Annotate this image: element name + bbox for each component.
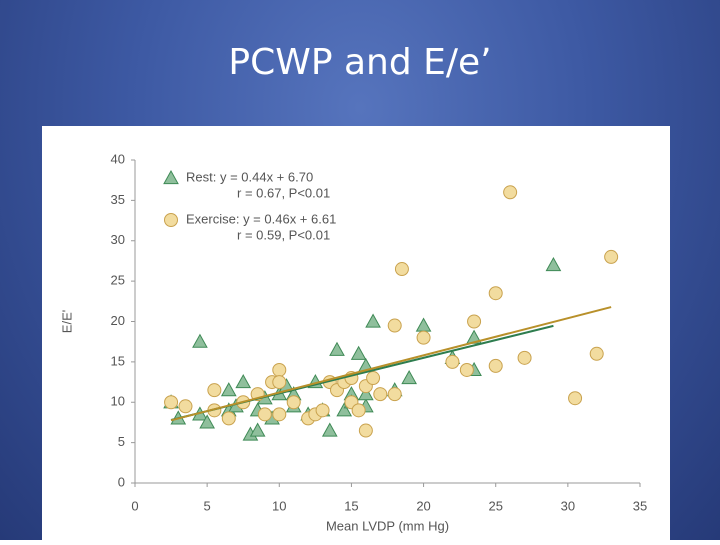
circle-point	[459, 362, 474, 377]
triangle-point	[401, 369, 417, 385]
triangle-point	[235, 374, 252, 389]
circle-point	[272, 407, 287, 422]
y-tick-label: 5	[118, 434, 125, 449]
x-tick-label: 5	[204, 498, 211, 513]
circle-point	[366, 371, 381, 386]
y-tick-label: 30	[111, 232, 125, 247]
circle-point	[164, 395, 179, 410]
triangle-point	[415, 317, 432, 332]
triangle-point	[358, 386, 374, 401]
y-tick-label: 35	[111, 192, 125, 207]
circle-point	[503, 185, 518, 200]
triangle-point	[365, 313, 381, 328]
triangle-point	[192, 333, 208, 348]
circle-point	[207, 383, 222, 398]
triangle-point	[321, 422, 338, 437]
circle-point	[589, 346, 604, 361]
fit-line	[170, 306, 612, 422]
triangle-point	[329, 341, 345, 356]
circle-point	[445, 354, 460, 369]
y-tick-label: 40	[111, 151, 125, 166]
circle-point	[272, 375, 287, 390]
circle-point	[373, 387, 388, 402]
x-tick-label: 10	[272, 498, 286, 513]
x-tick-label: 0	[131, 498, 138, 513]
circle-point	[351, 403, 366, 418]
circle-point	[568, 391, 583, 406]
legend-marker	[164, 213, 178, 227]
circle-point	[488, 358, 503, 373]
x-tick-label: 25	[488, 498, 502, 513]
x-tick-label: 20	[416, 498, 430, 513]
x-tick-label: 30	[561, 498, 575, 513]
circle-point	[358, 423, 373, 438]
legend-marker	[163, 169, 179, 185]
circle-point	[387, 318, 402, 333]
legend-stats: r = 0.67, P<0.01	[237, 185, 330, 200]
triangle-point	[350, 345, 367, 360]
circle-point	[221, 411, 236, 426]
circle-point	[416, 330, 431, 345]
circle-point	[257, 407, 272, 422]
circle-point	[488, 286, 503, 301]
circle-point	[286, 395, 301, 410]
y-axis-label: E/E'	[59, 310, 74, 333]
circle-point	[387, 387, 402, 402]
legend-label: Exercise: y = 0.46x + 6.61	[186, 211, 336, 226]
y-tick-label: 25	[111, 273, 125, 288]
triangle-point	[336, 402, 353, 417]
y-tick-label: 10	[111, 394, 125, 409]
chart: 0 5 10 15 20 25 30 35 40 0 5 10 15 20 25 30 35 Mean LVDP …	[59, 151, 647, 533]
triangle-point	[249, 422, 266, 437]
circle-point	[272, 362, 287, 377]
triangle-point	[545, 256, 562, 272]
x-tick-label: 35	[633, 498, 647, 513]
chart-panel: 0 5 10 15 20 25 30 35 40 0 5 10 15 20 25 30 35 Mean LVDP …	[42, 126, 670, 540]
slide-title: PCWP and E/e’	[228, 42, 492, 83]
circle-point	[315, 403, 330, 418]
y-tick-label: 0	[118, 474, 125, 489]
circle-point	[178, 399, 193, 414]
legend-label: Rest: y = 0.44x + 6.70	[186, 169, 313, 184]
circle-point	[467, 314, 482, 329]
legend-stats: r = 0.59, P<0.01	[237, 227, 330, 242]
y-tick-label: 20	[111, 313, 125, 328]
circle-point	[517, 350, 532, 365]
circle-point	[604, 249, 619, 264]
x-tick-label: 15	[344, 498, 358, 513]
triangle-point	[220, 382, 237, 397]
y-tick-label: 15	[111, 353, 125, 368]
x-axis-label: Mean LVDP (mm Hg)	[326, 518, 449, 533]
triangle-point	[199, 414, 215, 429]
circle-point	[394, 262, 409, 277]
